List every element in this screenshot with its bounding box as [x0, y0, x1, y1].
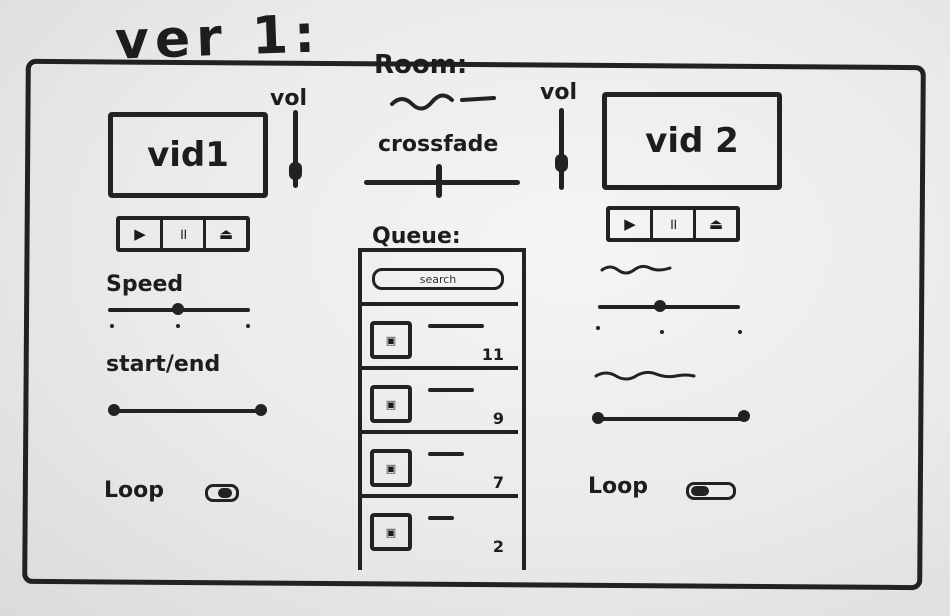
item-title-scribble: [428, 452, 464, 456]
queue-item[interactable]: ▣ 2: [360, 494, 518, 562]
queue-item[interactable]: ▣ 7: [360, 430, 518, 498]
eject-button-right[interactable]: ⏏: [708, 215, 724, 233]
speed-label: Speed: [106, 272, 184, 297]
playback-controls-left: ▶ ॥ ⏏: [116, 216, 250, 252]
start-end-label: start/end: [106, 352, 221, 377]
loop-toggle-right[interactable]: [686, 482, 736, 500]
volume-knob-right[interactable]: [555, 154, 568, 172]
crossfade-knob[interactable]: [436, 164, 442, 198]
eject-button-left[interactable]: ⏏: [218, 225, 234, 243]
queue-item[interactable]: ▣ 9: [360, 366, 518, 434]
volume-slider-left[interactable]: [293, 110, 298, 188]
speed-tick: [176, 324, 180, 328]
thumbnail-icon: ▣: [370, 321, 412, 359]
speed-slider-knob[interactable]: [172, 303, 184, 315]
start-handle[interactable]: [108, 404, 120, 416]
vote-count: 11: [481, 345, 504, 364]
video-1-label: vid1: [147, 135, 229, 175]
video-player-2[interactable]: vid 2: [602, 92, 782, 190]
vote-count: 9: [492, 409, 504, 428]
play-button-left[interactable]: ▶: [120, 220, 163, 248]
speed-label-scribble-right: [600, 264, 672, 275]
loop-toggle-dot-left: [218, 488, 232, 498]
thumbnail-icon: ▣: [370, 513, 412, 551]
queue-label: Queue:: [372, 224, 461, 249]
video-player-1[interactable]: vid1: [108, 112, 268, 198]
loop-toggle-dot-right: [691, 486, 709, 496]
end-handle-right[interactable]: [738, 410, 750, 422]
queue-item[interactable]: ▣ 11: [360, 302, 518, 370]
speed-tick: [660, 330, 664, 334]
play-button-right[interactable]: ▶: [610, 210, 653, 238]
item-title-scribble: [428, 324, 484, 328]
vol-label-left: vol: [270, 86, 307, 111]
pause-button-left[interactable]: ॥: [163, 220, 206, 248]
speed-tick: [110, 324, 114, 328]
vote-count: 7: [492, 473, 504, 492]
start-end-slider[interactable]: [112, 409, 262, 413]
playback-controls-right: ▶ ॥ ⏏: [606, 206, 740, 242]
loop-toggle-left[interactable]: [205, 484, 239, 502]
volume-slider-right[interactable]: [559, 108, 564, 190]
volume-knob-left[interactable]: [289, 162, 302, 180]
vote-count: 2: [492, 537, 504, 556]
loop-label-right: Loop: [588, 474, 648, 499]
speed-tick: [246, 324, 250, 328]
thumbnail-icon: ▣: [370, 449, 412, 487]
start-end-slider-right[interactable]: [598, 417, 746, 421]
queue-search-input[interactable]: search: [372, 268, 504, 290]
start-end-label-scribble-right: [594, 370, 696, 381]
video-2-label: vid 2: [645, 121, 739, 161]
speed-tick: [596, 326, 600, 330]
crossfade-label: crossfade: [378, 132, 499, 157]
crossfade-slider[interactable]: [364, 180, 520, 185]
speed-tick: [738, 330, 742, 334]
loop-label-left: Loop: [104, 478, 164, 503]
speed-slider-right[interactable]: [598, 305, 740, 309]
room-label: Room:: [374, 50, 468, 80]
room-name-scribble: [390, 93, 496, 111]
speed-slider-knob-right[interactable]: [654, 300, 666, 312]
queue-list: search ▣ 11 ▣ 9 ▣ 7 ▣ 2: [358, 248, 526, 570]
item-title-scribble: [428, 516, 454, 520]
end-handle[interactable]: [255, 404, 267, 416]
pause-button-right[interactable]: ॥: [653, 210, 696, 238]
thumbnail-icon: ▣: [370, 385, 412, 423]
item-title-scribble: [428, 388, 474, 392]
vol-label-right: vol: [540, 80, 577, 105]
start-handle-right[interactable]: [592, 412, 604, 424]
